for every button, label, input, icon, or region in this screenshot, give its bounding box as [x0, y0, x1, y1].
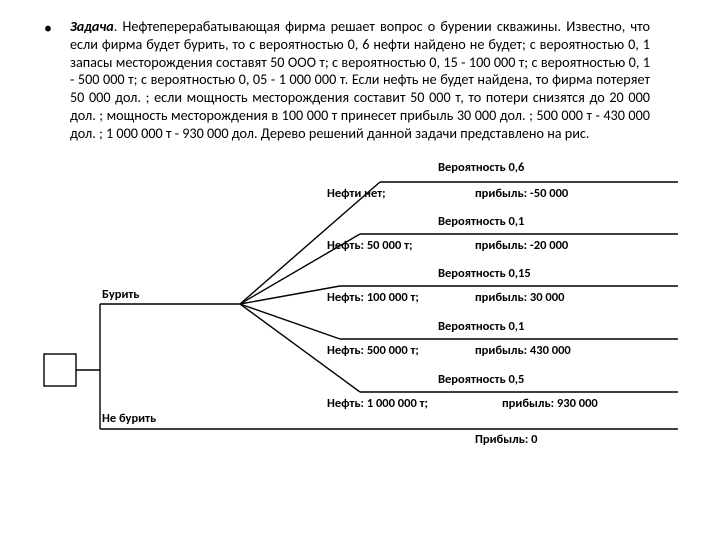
prob-3: Вероятность 0,1 [438, 319, 524, 334]
decision-node [44, 354, 76, 386]
left-1: Нефть: 50 000 т; [327, 238, 412, 253]
bullet-dot: • [44, 19, 52, 38]
label-nodrill: Не бурить [102, 411, 156, 426]
right-3: прибыль: 430 000 [475, 343, 571, 358]
prob-2: Вероятность 0,15 [438, 266, 531, 281]
right-2: прибыль: 30 000 [475, 290, 564, 305]
left-3: Нефть: 500 000 т; [327, 343, 419, 358]
right-1: прибыль: -20 000 [475, 238, 568, 253]
prob-4: Вероятность 0,5 [438, 372, 524, 387]
left-2: Нефть: 100 000 т; [327, 290, 419, 305]
decision-tree-diagram: Бурить Не бурить Вероятность 0,6 Нефти н… [30, 164, 690, 464]
prob-0: Вероятность 0,6 [438, 160, 524, 175]
nodrill-profit: Прибыль: 0 [475, 432, 537, 447]
label-drill: Бурить [102, 287, 139, 302]
problem-text: Задача. Нефтеперерабатывающая фирма реша… [70, 18, 650, 142]
right-4: прибыль: 930 000 [502, 396, 598, 411]
bold-lead: Задача [70, 17, 114, 35]
left-0: Нефти нет; [327, 186, 386, 201]
left-4: Нефть: 1 000 000 т; [327, 396, 428, 411]
prob-1: Вероятность 0,1 [438, 214, 524, 229]
body-text: . Нефтеперерабатывающая фирма решает воп… [70, 17, 650, 142]
right-0: прибыль: -50 000 [475, 186, 568, 201]
